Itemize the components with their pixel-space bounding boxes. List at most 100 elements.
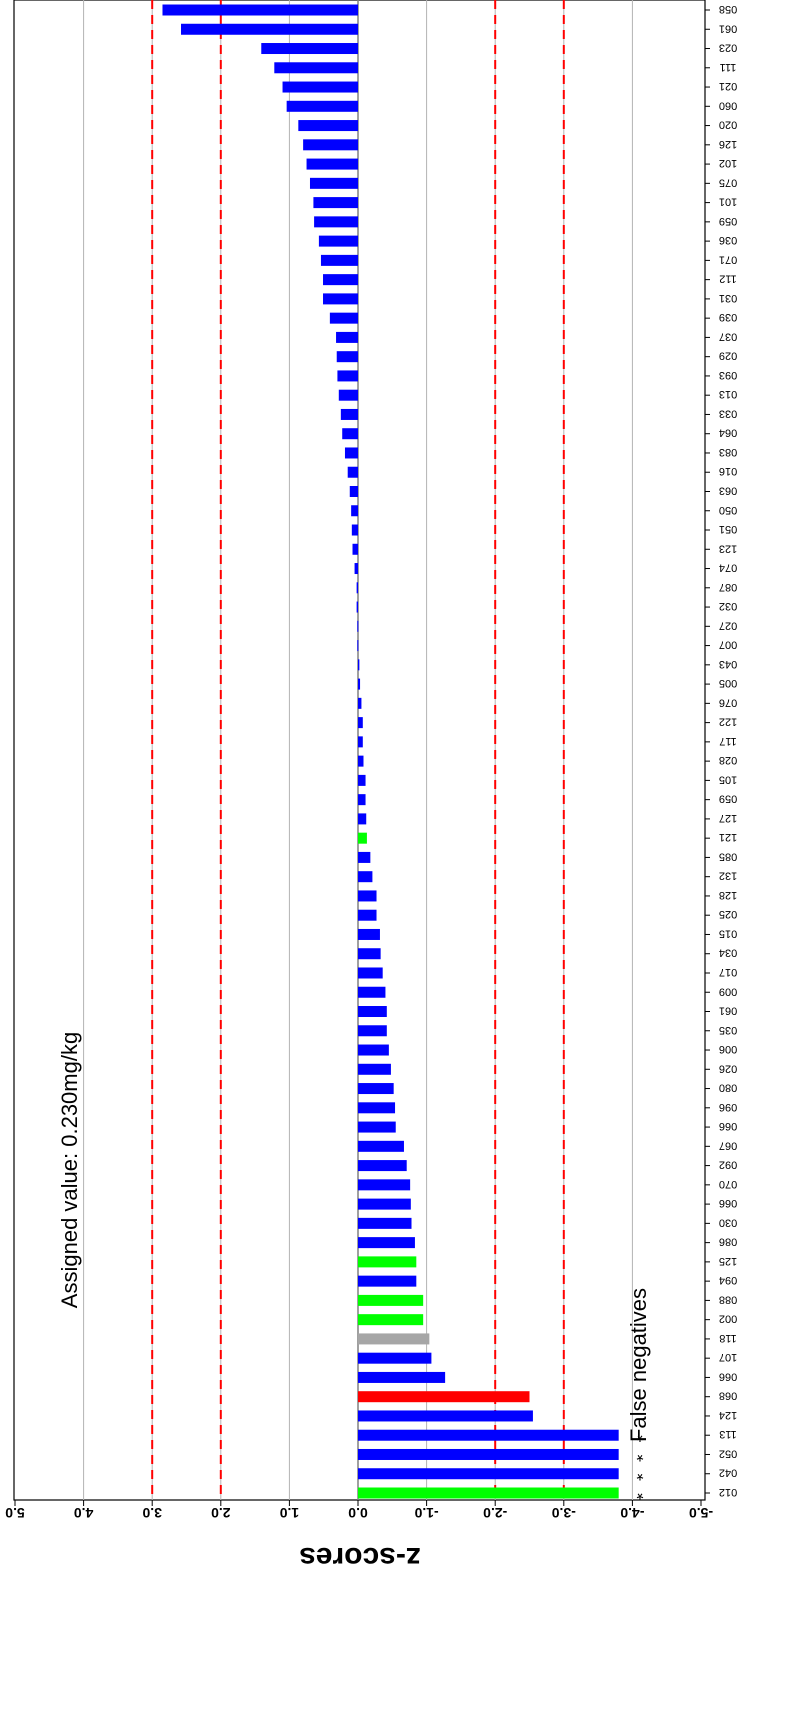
category-label: 023	[719, 42, 737, 54]
category-label: 051	[719, 523, 737, 535]
category-label: 092	[719, 1159, 737, 1171]
category-label: 013	[719, 388, 737, 400]
false-negatives-label: False negatives	[626, 1288, 651, 1442]
category-label: 102	[719, 157, 737, 169]
category-label: 007	[719, 639, 737, 651]
category-label: 017	[719, 966, 737, 978]
category-label: 052	[719, 1447, 737, 1459]
bar-102	[306, 158, 358, 170]
assigned-value-label: Assigned value: 0.230mg/kg	[57, 1032, 82, 1308]
bar-007	[357, 640, 359, 652]
bar-101	[313, 197, 358, 209]
bar-122	[358, 717, 363, 729]
category-label: 042	[719, 1467, 737, 1479]
bar-025	[358, 909, 377, 921]
category-label: 096	[719, 1101, 737, 1113]
bar-061	[358, 1006, 387, 1018]
bar-066	[358, 1371, 446, 1383]
bar-005	[358, 678, 361, 690]
category-label: 105	[719, 773, 737, 785]
category-label: 060	[719, 99, 737, 111]
category-label: 043	[719, 658, 737, 670]
category-label: 025	[719, 908, 737, 920]
x-tick-label: 0.0	[348, 1505, 368, 1521]
bar-023	[261, 43, 358, 55]
bar-035	[358, 1025, 387, 1037]
category-label: 039	[719, 311, 737, 323]
bar-121	[358, 832, 367, 844]
y-axis-title: z-scores	[299, 1541, 421, 1574]
category-label: 076	[719, 696, 737, 708]
x-tick-label: 2.0	[211, 1505, 231, 1521]
bar-111	[274, 62, 358, 74]
category-label: 085	[719, 850, 737, 862]
category-label: 066	[719, 1120, 737, 1132]
category-label: 122	[719, 716, 737, 728]
bar-123	[352, 543, 358, 555]
bar-061	[181, 23, 358, 35]
bar-088	[358, 1294, 424, 1306]
bar-037	[336, 331, 358, 343]
bar-043	[358, 659, 360, 671]
bar-070	[358, 1179, 411, 1191]
bar-071	[320, 254, 358, 266]
x-tick-label: 5.0	[5, 1505, 25, 1521]
bar-105	[358, 774, 366, 786]
category-label: 124	[719, 1409, 737, 1421]
category-label: 111	[720, 61, 737, 73]
x-tick-label: -2.0	[483, 1505, 507, 1521]
false-negative-star: *	[636, 1444, 643, 1464]
bar-093	[337, 370, 358, 382]
bar-086	[358, 1237, 415, 1249]
x-tick-label: 1.0	[279, 1505, 299, 1521]
category-label: 036	[719, 234, 737, 246]
category-label: 015	[719, 927, 737, 939]
category-label: 016	[719, 465, 737, 477]
bar-021	[282, 81, 358, 93]
category-label: 021	[719, 80, 737, 92]
category-label: 068	[719, 1390, 737, 1402]
category-label: 107	[719, 1351, 737, 1363]
bar-087	[356, 582, 358, 594]
bar-063	[349, 485, 358, 497]
category-label: 061	[719, 22, 737, 34]
category-label: 070	[719, 1178, 737, 1190]
bar-027	[357, 620, 359, 632]
bar-032	[356, 601, 358, 613]
category-label: 002	[719, 1313, 737, 1325]
bar-117	[358, 736, 363, 748]
category-label: 020	[719, 119, 737, 131]
category-label: 028	[719, 754, 737, 766]
bar-059	[314, 216, 358, 228]
bar-075	[309, 177, 358, 189]
category-label: 026	[719, 1062, 737, 1074]
bar-067	[358, 1140, 404, 1152]
x-tick-label: -3.0	[552, 1505, 576, 1521]
bar-020	[298, 120, 358, 132]
category-label: 083	[719, 446, 737, 458]
bar-076	[358, 697, 362, 709]
category-label: 033	[719, 407, 737, 419]
category-label: 087	[719, 581, 737, 593]
bar-012	[358, 1487, 619, 1499]
bar-113	[358, 1429, 619, 1441]
bar-050	[351, 505, 358, 517]
category-label: 034	[719, 947, 737, 959]
bar-096	[358, 1102, 396, 1114]
bar-068	[358, 1391, 530, 1403]
bar-002	[358, 1314, 424, 1326]
category-label: 029	[719, 350, 737, 362]
category-label: 125	[719, 1255, 737, 1267]
category-label: 031	[719, 292, 737, 304]
bar-039	[329, 312, 358, 324]
bar-036	[318, 235, 358, 247]
bar-059	[358, 794, 366, 806]
category-label: 066	[719, 1197, 737, 1209]
category-label: 037	[719, 330, 737, 342]
category-label: 063	[719, 484, 737, 496]
bar-107	[358, 1352, 432, 1364]
category-label: 123	[719, 542, 737, 554]
category-label: 027	[719, 619, 737, 631]
category-label: 086	[719, 1236, 737, 1248]
category-label: 059	[719, 793, 737, 805]
